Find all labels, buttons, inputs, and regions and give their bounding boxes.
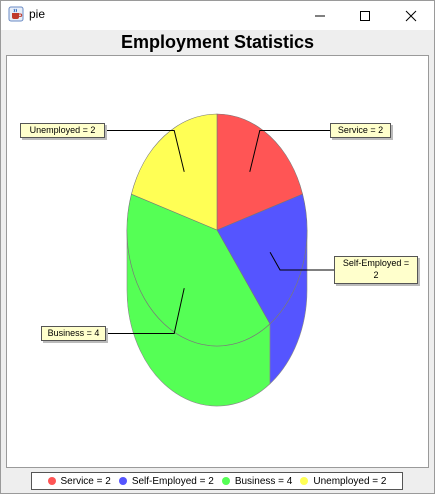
close-button[interactable] <box>388 1 434 30</box>
leader-line-unemployed <box>105 130 185 172</box>
slice-label-self-employed-line1: Self-Employed = <box>342 258 410 268</box>
legend-label-self-employed: Self-Employed = 2 <box>131 475 214 487</box>
slice-label-self-employed: Self-Employed = 2 <box>334 256 418 284</box>
pie-slice-service <box>216 113 303 231</box>
legend-label-service: Service = 2 <box>60 475 111 487</box>
leader-line-self-employed <box>269 251 334 271</box>
legend-item-unemployed: Unemployed = 2 <box>300 476 386 487</box>
maximize-icon <box>360 10 370 21</box>
slice-label-service: Service = 2 <box>330 123 391 138</box>
title-bar[interactable]: pie <box>1 1 434 30</box>
slice-label-business: Business = 4 <box>41 326 106 341</box>
close-icon <box>405 10 417 21</box>
minimize-button[interactable] <box>297 1 343 30</box>
maximize-button[interactable] <box>342 1 388 30</box>
legend-swatch-business <box>221 477 230 485</box>
legend-item-business: Business = 4 <box>221 475 293 487</box>
legend: Service = 2 Self-Employed = 2 Business =… <box>31 472 403 490</box>
minimize-icon <box>315 15 325 16</box>
legend-swatch-unemployed <box>300 477 309 485</box>
legend-item-service: Service = 2 <box>47 475 111 487</box>
pie-slice-self-employed <box>216 193 308 325</box>
plot-area: Service = 2 Self-Employed = 2 Business =… <box>6 55 429 468</box>
java-cup-icon <box>8 6 24 22</box>
legend-item-self-employed: Self-Employed = 2 <box>118 475 214 487</box>
leader-line-service <box>249 130 330 172</box>
pie-slice-business <box>126 193 271 347</box>
legend-label-unemployed: Unemployed = 2 <box>313 475 387 487</box>
legend-swatch-service <box>47 477 56 485</box>
window-title: pie <box>29 7 46 21</box>
leader-line-business <box>106 288 185 334</box>
slice-label-unemployed: Unemployed = 2 <box>20 123 105 138</box>
legend-swatch-self-employed <box>118 477 127 485</box>
slice-label-self-employed-line2: 2 <box>373 270 379 280</box>
pie-chart <box>105 113 334 407</box>
legend-label-business: Business = 4 <box>234 475 293 487</box>
pie-slice-unemployed <box>131 113 218 231</box>
chart-title: Employment Statistics <box>120 32 315 52</box>
